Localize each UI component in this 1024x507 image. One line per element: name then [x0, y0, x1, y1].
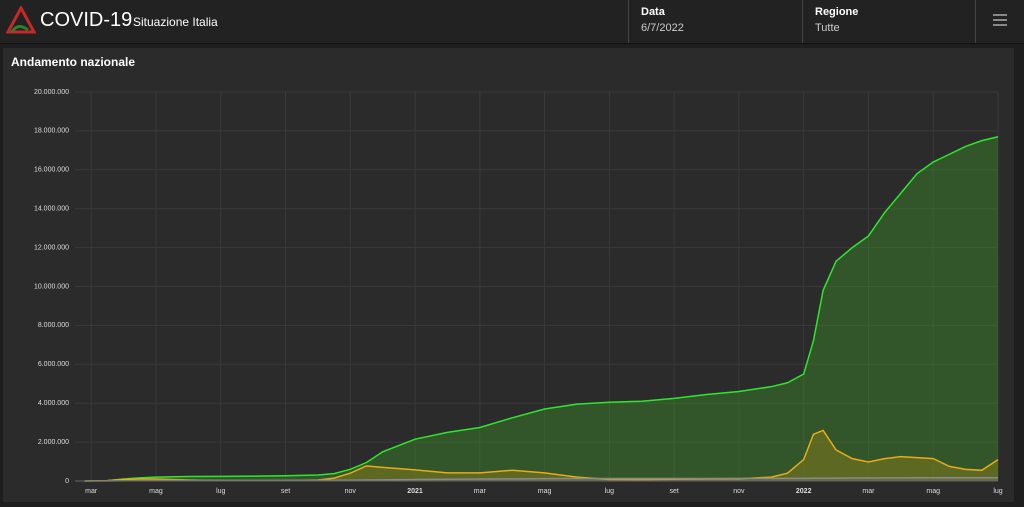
menu-button[interactable]	[975, 0, 1024, 43]
x-tick-label: set	[669, 488, 678, 495]
chart: Andamento nazionale 0 2.000.000 4.000.000 6…	[11, 55, 1003, 495]
y-tick-label: 14.000.000	[34, 206, 69, 213]
x-tick-label: mag	[149, 488, 163, 495]
x-tick-label: mag	[926, 488, 940, 495]
x-tick-label: mar	[474, 488, 487, 495]
x-tick-label: lug	[216, 488, 225, 495]
area	[84, 430, 998, 481]
x-tick-label: mar	[85, 488, 98, 495]
x-tick-label: 2021	[407, 488, 423, 495]
x-tick-label: mag	[538, 488, 552, 495]
y-tick-label: 16.000.000	[34, 167, 69, 174]
x-tick-label: mar	[862, 488, 875, 495]
y-tick-label: 6.000.000	[38, 361, 69, 368]
line	[84, 476, 999, 482]
x-tick-label: nov	[733, 488, 745, 495]
y-tick-label: 12.000.000	[34, 244, 69, 251]
x-tick-label: lug	[605, 488, 614, 495]
filter-value: Tutte	[815, 22, 840, 34]
date-filter[interactable]: Data 6/7/2022	[628, 0, 801, 43]
x-tick-label: set	[281, 488, 290, 495]
y-tick-label: 0	[65, 478, 69, 485]
menu-icon	[993, 14, 1007, 26]
line	[84, 136, 999, 482]
header: COVID-19 Situazione Italia Data 6/7/2022…	[0, 0, 1024, 44]
filter-label: Data	[641, 6, 665, 18]
chart-title: Andamento nazionale	[11, 55, 135, 69]
app-subtitle: Situazione Italia	[133, 15, 218, 29]
x-tick-label: lug	[993, 488, 1002, 495]
app-title: COVID-19	[40, 9, 133, 31]
region-filter[interactable]: Regione Tutte	[802, 0, 975, 43]
chart-panel: Andamento nazionale 0 2.000.000 4.000.000 6…	[3, 48, 1014, 502]
y-tick-label: 20.000.000	[34, 89, 69, 96]
area	[84, 136, 998, 482]
x-tick-label: nov	[345, 488, 357, 495]
y-tick-label: 4.000.000	[38, 400, 69, 407]
logo	[6, 6, 36, 34]
y-tick-label: 18.000.000	[34, 128, 69, 135]
filter-value: 6/7/2022	[641, 22, 684, 34]
y-tick-label: 10.000.000	[34, 283, 69, 290]
y-tick-label: 2.000.000	[38, 439, 69, 446]
filter-label: Regione	[815, 6, 859, 18]
y-tick-label: 8.000.000	[38, 322, 69, 329]
x-tick-label: 2022	[796, 488, 812, 495]
